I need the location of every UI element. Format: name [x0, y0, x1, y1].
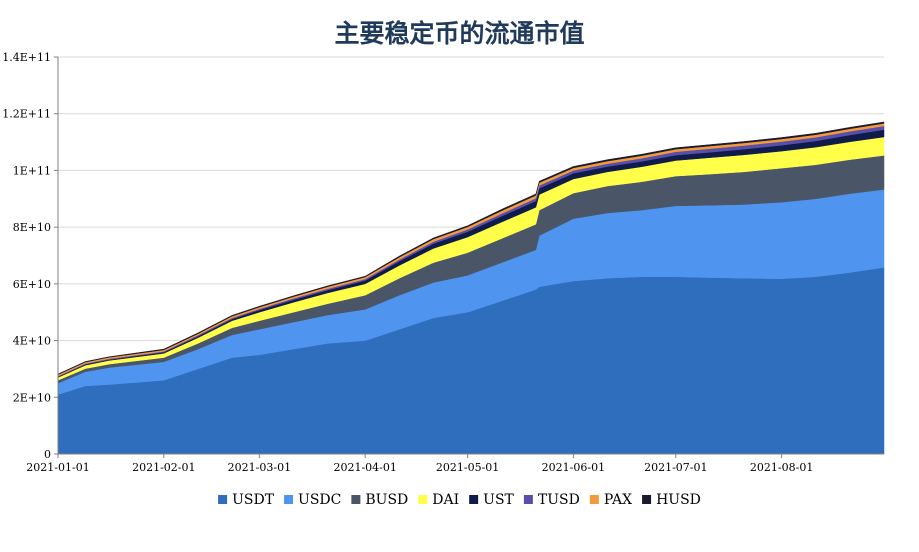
- series-area-husd: [57, 121, 885, 375]
- legend: USDT USDC BUSD DAI UST TUSD PAX HUSD: [218, 492, 701, 508]
- y-tick-label: 1.4E+11: [2, 51, 51, 64]
- legend-swatch: [351, 495, 361, 504]
- y-tick-label: 0: [44, 448, 51, 461]
- y-tick-label: 4E+10: [13, 335, 51, 348]
- legend-swatch: [523, 495, 533, 504]
- y-axis-ticks: 0 2E+10 4E+10 6E+10 8E+10 1E+11 1.2E+11 1.4E+11: [2, 51, 58, 461]
- legend-item-usdc: USDC: [284, 492, 341, 508]
- legend-label: USDT: [232, 492, 275, 508]
- legend-swatch: [469, 495, 479, 504]
- legend-swatch: [284, 495, 294, 504]
- x-tick-label: 2021-03-01: [228, 461, 291, 474]
- y-tick-label: 6E+10: [13, 278, 51, 291]
- x-axis-ticks: 2021-01-01 2021-02-01 2021-03-01 2021-04-01…: [26, 454, 813, 474]
- chart-title: 主要稳定币的流通市值: [334, 19, 585, 48]
- y-tick-label: 8E+10: [13, 221, 51, 234]
- legend-label: HUSD: [656, 492, 701, 508]
- x-tick-label: 2021-02-01: [132, 461, 195, 474]
- legend-swatch: [642, 495, 652, 504]
- axes: [57, 57, 884, 455]
- legend-item-husd: HUSD: [642, 492, 701, 508]
- legend-label: TUSD: [538, 492, 580, 508]
- x-tick-label: 2021-08-01: [750, 461, 813, 474]
- legend-item-pax: PAX: [589, 492, 632, 508]
- legend-label: DAI: [432, 492, 459, 508]
- legend-label: PAX: [604, 492, 632, 508]
- y-tick-label: 2E+10: [13, 391, 51, 404]
- legend-swatch: [218, 495, 228, 504]
- legend-item-dai: DAI: [418, 492, 459, 508]
- legend-label: USDC: [298, 492, 341, 508]
- x-tick-label: 2021-07-01: [644, 461, 707, 474]
- series-areas: [57, 121, 885, 455]
- x-tick-label: 2021-01-01: [26, 461, 89, 474]
- legend-item-ust: UST: [469, 492, 515, 508]
- x-tick-label: 2021-04-01: [333, 461, 396, 474]
- x-tick-label: 2021-05-01: [436, 461, 499, 474]
- legend-swatch: [418, 495, 428, 504]
- y-tick-label: 1.2E+11: [2, 108, 51, 121]
- y-tick-label: 1E+11: [13, 164, 51, 177]
- legend-item-busd: BUSD: [351, 492, 408, 508]
- legend-swatch: [589, 495, 599, 504]
- x-tick-label: 2021-06-01: [542, 461, 605, 474]
- legend-label: BUSD: [365, 492, 408, 508]
- legend-item-tusd: TUSD: [523, 492, 580, 508]
- legend-label: UST: [483, 492, 514, 508]
- legend-item-usdt: USDT: [218, 492, 275, 508]
